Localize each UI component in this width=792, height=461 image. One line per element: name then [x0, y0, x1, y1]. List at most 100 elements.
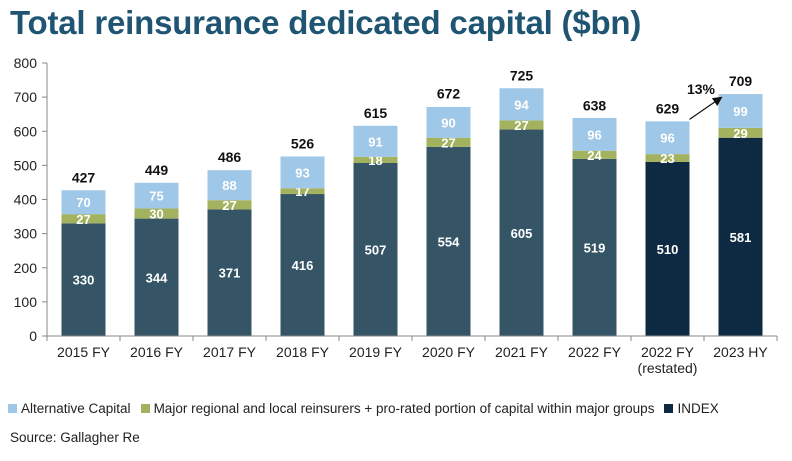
x-tick-label: 2016 FY: [130, 344, 184, 360]
bar-segment: [426, 137, 471, 147]
data-label: 96: [660, 131, 674, 146]
legend-item: INDEX: [664, 401, 719, 416]
total-label: 526: [291, 136, 315, 152]
bar-segment: [353, 162, 398, 336]
bar-segment: [572, 158, 617, 336]
bar-segment: [426, 146, 471, 336]
data-label: 519: [584, 240, 606, 255]
growth-arrow: [689, 96, 723, 120]
total-label: 725: [510, 68, 534, 84]
x-tick-label: 2015 FY: [57, 344, 111, 360]
data-label: 510: [657, 242, 679, 257]
total-label: 672: [437, 86, 461, 102]
total-label: 629: [656, 100, 680, 116]
bar-segment: [207, 209, 252, 336]
data-label: 30: [149, 206, 163, 221]
data-label: 27: [514, 118, 528, 133]
bar-segment: [280, 156, 325, 189]
data-label: 96: [587, 127, 601, 142]
y-tick-label: 0: [29, 328, 37, 344]
data-label: 371: [219, 266, 241, 281]
y-axis: 0 100 200 300 400 500 600 700 800: [14, 55, 48, 344]
total-label: 486: [218, 149, 242, 165]
bar-segment: [207, 170, 252, 201]
data-label: 581: [730, 230, 752, 245]
bar-segment: [645, 154, 690, 162]
source-note: Source: Gallagher Re: [10, 430, 140, 445]
data-label: 554: [438, 234, 460, 249]
chart-title: Total reinsurance dedicated capital ($bn…: [10, 4, 642, 41]
x-tick-label: 2023 HY: [713, 344, 768, 360]
data-label: 27: [76, 212, 90, 227]
legend-label: Major regional and local reinsurers + pr…: [153, 401, 655, 416]
y-tick-label: 800: [14, 55, 38, 71]
bar-segment: [134, 218, 179, 336]
bar-segment: [280, 188, 325, 195]
bar-segment: [61, 190, 106, 215]
bar-segment: [718, 137, 763, 336]
data-label: 330: [73, 273, 95, 288]
legend: Alternative Capital Major regional and lo…: [8, 401, 784, 416]
legend-swatch: [664, 404, 674, 413]
total-label: 449: [145, 162, 169, 178]
legend-swatch: [8, 404, 17, 413]
bars: 3302770427344307544937127884864161793526…: [61, 68, 763, 336]
data-label: 416: [292, 258, 314, 273]
bar-segment: [134, 208, 179, 219]
data-label: 344: [146, 270, 168, 285]
data-label: 91: [368, 134, 382, 149]
data-label: 507: [365, 242, 387, 257]
legend-label: INDEX: [677, 401, 719, 416]
y-tick-label: 400: [14, 192, 38, 208]
total-label: 709: [729, 73, 753, 89]
x-tick-label: 2022 FY: [641, 344, 695, 360]
data-label: 23: [660, 151, 674, 166]
bar-segment: [718, 94, 763, 128]
y-tick-label: 100: [14, 294, 38, 310]
bar-segment: [280, 194, 325, 336]
x-tick-label: 2020 FY: [422, 344, 476, 360]
bar-segment: [572, 150, 617, 159]
total-label: 427: [72, 169, 96, 185]
x-tick-label: (restated): [638, 360, 698, 376]
data-label: 94: [514, 97, 529, 112]
data-label: 70: [76, 195, 90, 210]
growth-annotation: 13%: [687, 81, 723, 120]
y-tick-label: 200: [14, 260, 38, 276]
data-label: 24: [587, 148, 602, 163]
bar-segment: [572, 117, 617, 151]
bar-segment: [61, 223, 106, 336]
legend-label: Alternative Capital: [21, 401, 131, 416]
legend-item: Major regional and local reinsurers + pr…: [140, 401, 655, 416]
bar-segment: [645, 121, 690, 155]
data-label: 90: [441, 115, 455, 130]
y-tick-label: 500: [14, 157, 38, 173]
bar-segment: [718, 127, 763, 138]
x-tick-label: 2018 FY: [276, 344, 330, 360]
data-label: 88: [222, 178, 236, 193]
data-label: 99: [733, 104, 747, 119]
bar-segment: [207, 200, 252, 210]
bar-segment: [353, 156, 398, 163]
x-tick-label: 2017 FY: [203, 344, 257, 360]
y-tick-label: 700: [14, 89, 38, 105]
x-tick-label: 2019 FY: [349, 344, 403, 360]
legend-swatch: [140, 404, 150, 413]
bar-segment: [499, 88, 544, 121]
stacked-bar-chart: 0 100 200 300 400 500 600 700 800 330 27 70 427 344 3…: [14, 55, 778, 376]
growth-label: 13%: [687, 81, 716, 97]
data-label: 93: [295, 165, 309, 180]
total-label: 638: [583, 97, 607, 113]
bar-segment: [426, 107, 471, 138]
data-label: 29: [733, 126, 747, 141]
data-label: 605: [511, 226, 533, 241]
x-tick-label: 2021 FY: [495, 344, 549, 360]
data-label: 27: [222, 198, 236, 213]
y-tick-label: 600: [14, 123, 38, 139]
bar-segment: [134, 182, 179, 209]
total-label: 615: [364, 105, 388, 121]
bar-segment: [353, 125, 398, 157]
data-label: 75: [149, 189, 163, 204]
bar-segment: [61, 214, 106, 224]
legend-item: Alternative Capital: [8, 401, 131, 416]
